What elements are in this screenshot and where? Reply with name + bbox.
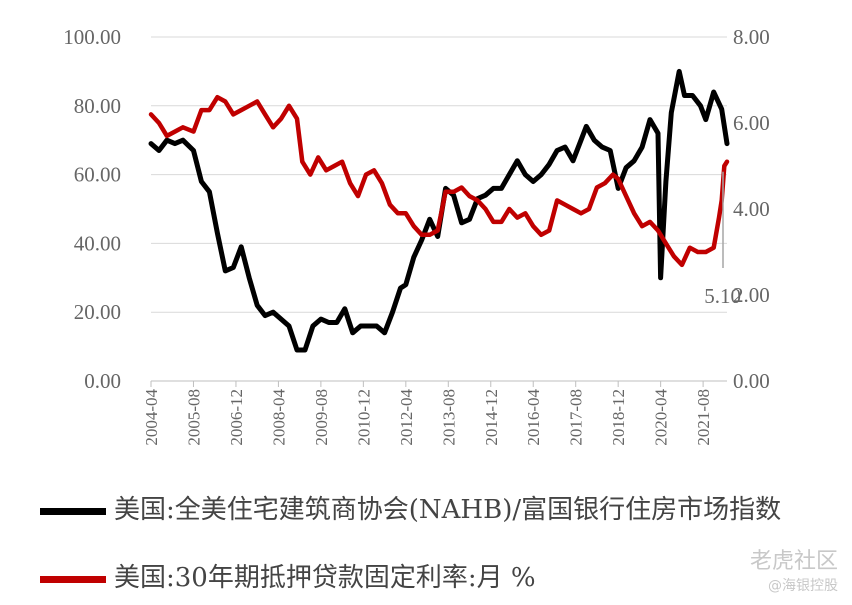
legend-item-mortgage: 美国:30年期抵押贷款固定利率:月 %	[40, 560, 536, 596]
watermark-handle: @海银控股	[768, 578, 838, 594]
x-tick-label: 2021-08	[694, 389, 713, 446]
x-tick-label: 2018-12	[609, 389, 628, 446]
x-tick-label: 2014-12	[482, 389, 501, 446]
right-tick-label: 4.00	[733, 197, 770, 221]
x-tick-label: 2004-04	[142, 389, 161, 446]
x-tick-label: 2008-04	[269, 389, 288, 446]
right-tick-label: 0.00	[733, 369, 770, 393]
left-tick-label: 0.00	[84, 369, 121, 393]
left-tick-label: 60.00	[74, 163, 121, 187]
left-tick-label: 20.00	[74, 300, 121, 324]
gridlines	[151, 36, 727, 313]
legend-item-nahb: 美国:全美住宅建筑商协会(NAHB)/富国银行住房市场指数	[40, 492, 830, 528]
series-lines	[148, 68, 730, 353]
x-tick-label: 2006-12	[227, 389, 246, 446]
left-tick-label: 100.00	[63, 25, 121, 49]
legend-label-nahb: 美国:全美住宅建筑商协会(NAHB)/富国银行住房市场指数	[114, 495, 782, 525]
right-tick-label: 8.00	[733, 25, 770, 49]
x-tick-label: 2013-08	[439, 389, 458, 446]
x-tick-label: 2020-04	[652, 389, 671, 446]
x-tick-label: 2009-08	[312, 389, 331, 446]
legend-label-mortgage: 美国:30年期抵押贷款固定利率:月 %	[114, 563, 536, 593]
left-tick-label: 40.00	[74, 231, 121, 255]
x-tick-label: 2016-04	[524, 389, 543, 446]
left-axis: 0.00 20.00 40.00 60.00 80.00 100.00	[63, 25, 121, 393]
right-tick-label: 2.00	[733, 283, 770, 307]
series-line-mortgage	[148, 94, 730, 268]
right-tick-label: 6.00	[733, 111, 770, 135]
legend-swatch-red	[40, 575, 106, 583]
x-tick-label: 2017-08	[567, 389, 586, 446]
x-tick-label: 2010-12	[354, 389, 373, 446]
right-axis: 0.00 2.00 4.00 6.00 8.00	[733, 25, 770, 393]
annotations: 5.10	[704, 171, 741, 308]
annotation-label: 5.10	[704, 284, 741, 308]
x-tick-label: 2012-04	[397, 389, 416, 446]
watermark-logo: 老虎社区	[749, 549, 838, 574]
legend-swatch-black	[40, 507, 106, 515]
chart: 0.00 20.00 40.00 60.00 80.00 100.00 0.00 2.00 4…	[63, 25, 770, 446]
x-axis: 2004-04 2005-08 2006-12 2008-04 2009-08 2010-…	[142, 380, 727, 446]
x-tick-label: 2005-08	[184, 389, 203, 446]
left-tick-label: 80.00	[74, 94, 121, 118]
